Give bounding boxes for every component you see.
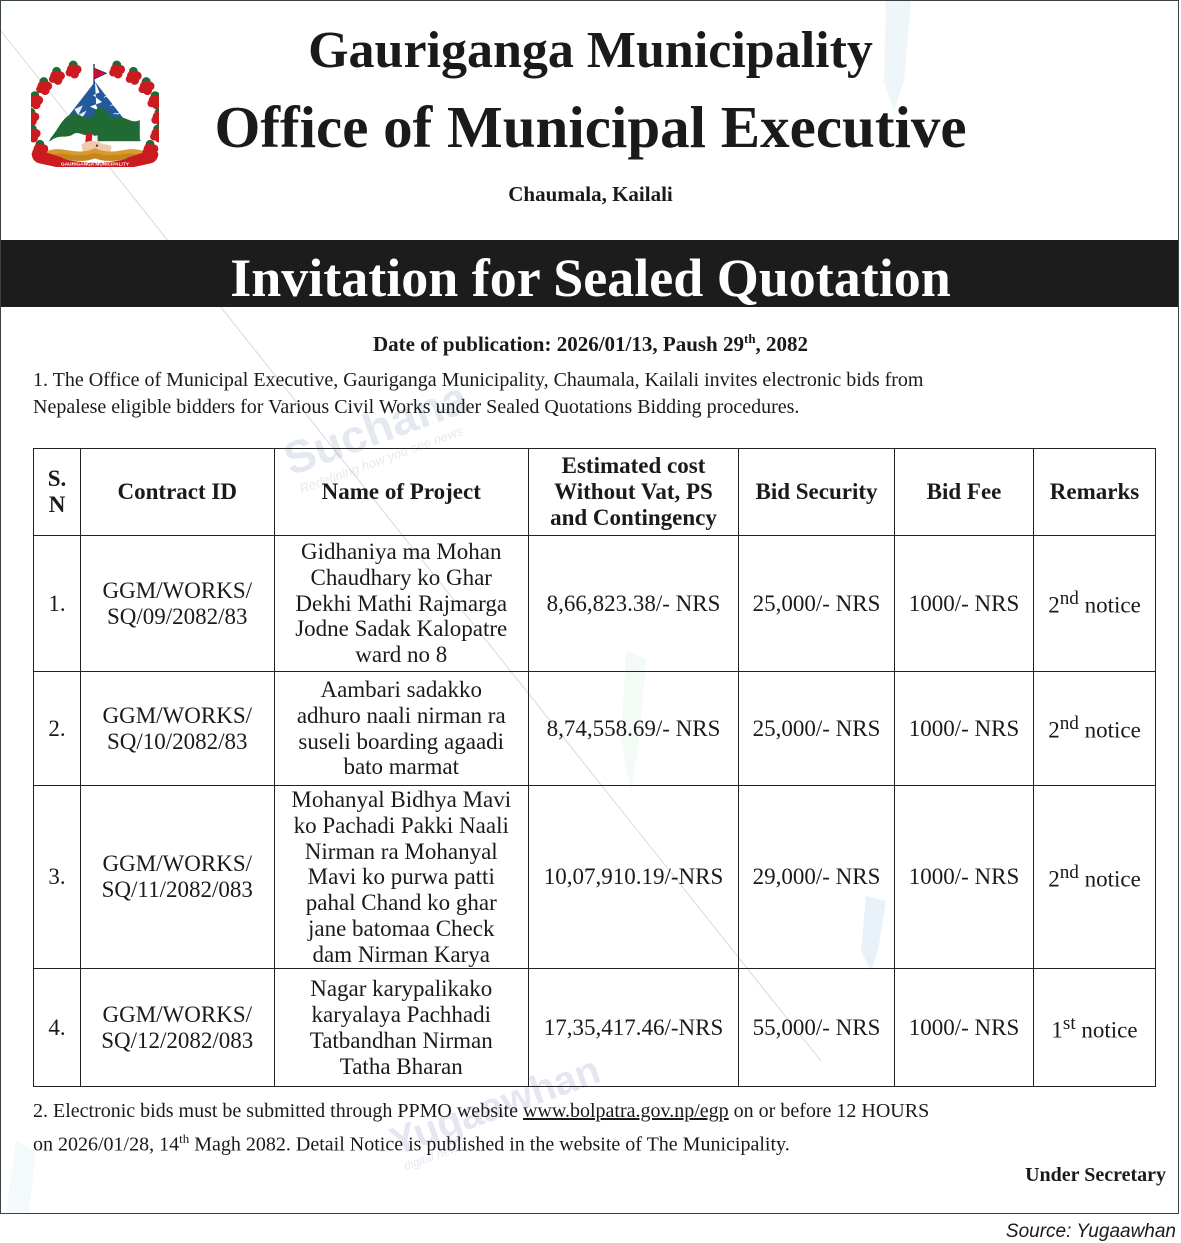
svg-text:GAURIGANGA MUNICIPALITY: GAURIGANGA MUNICIPALITY	[61, 161, 130, 167]
